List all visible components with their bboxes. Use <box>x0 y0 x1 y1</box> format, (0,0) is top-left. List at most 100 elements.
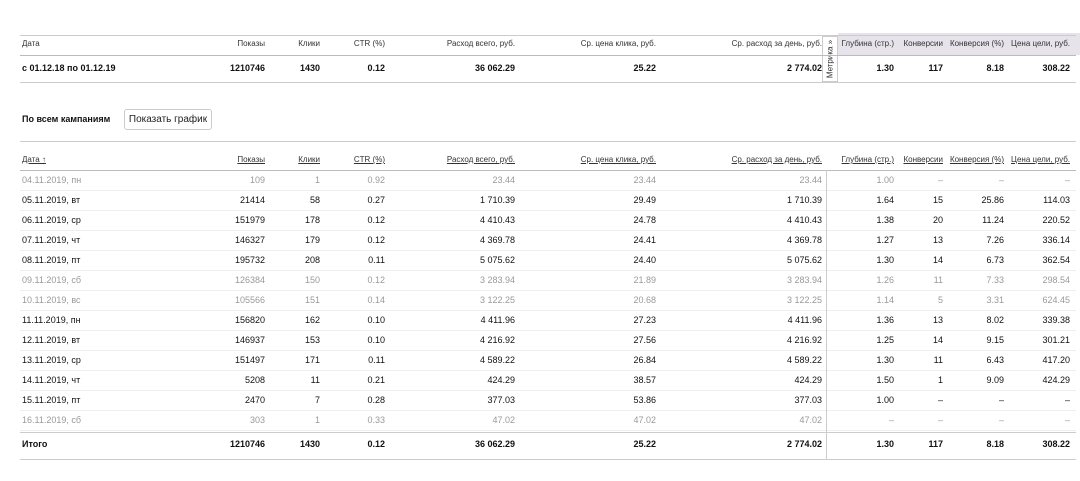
row-divider <box>20 230 1076 231</box>
table-cell: 1.64 <box>876 195 894 205</box>
table-cell: 424.29 <box>794 375 822 385</box>
table-cell: 1 <box>937 375 943 385</box>
table-cell: 47.02 <box>633 415 656 425</box>
table-cell: 09.11.2019, сб <box>22 275 82 285</box>
table-cell: 126384 <box>234 275 265 285</box>
table-cell: 1.50 <box>876 375 894 385</box>
table-cell: – <box>1064 175 1070 185</box>
table-cell: 377.03 <box>487 395 515 405</box>
table-cell: 0.14 <box>367 295 385 305</box>
table-cell: 11 <box>310 375 320 385</box>
table-cell: 5208 <box>244 375 265 385</box>
table-cell: – <box>998 415 1004 425</box>
table-cell: 4 411.96 <box>787 315 822 325</box>
column-header[interactable]: Расход всего, руб. <box>446 155 515 164</box>
table-cell: 20 <box>932 215 943 225</box>
table-cell: 38.57 <box>633 375 656 385</box>
table-cell: 195732 <box>234 255 265 265</box>
table-cell: 26.84 <box>633 355 656 365</box>
summary-header: Цена цели, руб. <box>1011 39 1070 48</box>
table-cell: 15.11.2019, пт <box>22 395 81 405</box>
summary-header: Глубина (стр.) <box>841 39 894 48</box>
table-cell: 3.31 <box>986 295 1004 305</box>
row-divider <box>20 430 1076 431</box>
row-divider <box>20 190 1076 191</box>
table-cell: 21414 <box>239 195 265 205</box>
column-header[interactable]: Глубина (стр.) <box>841 155 894 164</box>
column-header[interactable]: Дата ↑ <box>22 155 46 164</box>
column-header[interactable]: Ср. расход за день, руб. <box>731 155 822 164</box>
table-cell: 9.09 <box>986 375 1004 385</box>
table-cell: 4 410.43 <box>479 215 515 225</box>
table-cell: 0.27 <box>367 195 385 205</box>
rule <box>20 170 1076 171</box>
column-header[interactable]: Ср. цена клика, руб. <box>580 155 656 164</box>
table-cell: 417.20 <box>1042 355 1070 365</box>
table-cell: – <box>888 415 894 425</box>
table-cell: 4 411.96 <box>480 315 515 325</box>
column-header[interactable]: Показы <box>237 155 265 164</box>
table-cell: 53.86 <box>633 395 656 405</box>
table-cell: 151979 <box>234 215 265 225</box>
table-cell: 424.29 <box>1042 375 1070 385</box>
table-cell: 6.43 <box>986 355 1004 365</box>
table-cell: 0.10 <box>367 335 385 345</box>
table-cell: 146937 <box>234 335 265 345</box>
table-cell: 1.38 <box>876 215 894 225</box>
rule <box>20 141 1076 142</box>
table-cell: 179 <box>304 235 320 245</box>
summary-header: Конверсия (%) <box>949 39 1004 48</box>
table-cell: – <box>1064 395 1070 405</box>
table-cell: – <box>937 175 943 185</box>
show-chart-button[interactable]: Показать график <box>124 109 212 130</box>
table-cell: 5 075.62 <box>479 255 515 265</box>
summary-cell: 8.18 <box>986 63 1004 73</box>
row-divider <box>20 210 1076 211</box>
rule <box>20 82 1076 83</box>
table-cell: 24.78 <box>633 215 656 225</box>
table-cell: 13 <box>932 315 943 325</box>
table-cell: – <box>937 415 943 425</box>
table-cell: 13 <box>932 235 943 245</box>
table-cell: 178 <box>304 215 320 225</box>
summary-header: Дата <box>22 39 40 48</box>
summary-cell: 1430 <box>299 63 320 73</box>
table-cell: 05.11.2019, вт <box>22 195 81 205</box>
summary-header: Показы <box>237 39 265 48</box>
metrika-tab[interactable]: Метрика » <box>822 36 838 82</box>
table-cell: 151497 <box>234 355 265 365</box>
table-cell: 4 216.92 <box>479 335 515 345</box>
column-header[interactable]: CTR (%) <box>353 155 385 164</box>
table-cell: 12.11.2019, вт <box>22 335 81 345</box>
column-header[interactable]: Конверсии <box>903 155 943 164</box>
total-cell: 0.12 <box>367 439 385 449</box>
table-cell: 14.11.2019, чт <box>22 375 81 385</box>
summary-cell: 0.12 <box>367 63 385 73</box>
table-cell: 336.14 <box>1042 235 1070 245</box>
table-cell: 15 <box>932 195 943 205</box>
table-cell: 47.02 <box>492 415 515 425</box>
column-header[interactable]: Клики <box>298 155 320 164</box>
table-cell: 0.11 <box>368 355 385 365</box>
column-header[interactable]: Конверсия (%) <box>949 155 1004 164</box>
table-cell: 0.10 <box>367 315 385 325</box>
table-cell: 21.89 <box>633 275 656 285</box>
total-cell: 2 774.02 <box>786 439 822 449</box>
table-cell: 13.11.2019, ср <box>22 355 81 365</box>
table-cell: 14 <box>932 335 943 345</box>
table-cell: 11.11.2019, пн <box>22 315 81 325</box>
table-cell: 0.12 <box>367 275 385 285</box>
column-header[interactable]: Цена цели, руб. <box>1011 155 1070 164</box>
metrika-label: Метрика » <box>825 39 835 79</box>
table-cell: 3 283.94 <box>479 275 515 285</box>
table-cell: 153 <box>304 335 320 345</box>
table-cell: 0.33 <box>367 415 385 425</box>
rule <box>20 432 1076 433</box>
row-divider <box>20 390 1076 391</box>
table-cell: 151 <box>304 295 320 305</box>
summary-cell: с 01.12.18 по 01.12.19 <box>22 63 116 73</box>
table-cell: 7.26 <box>986 235 1004 245</box>
total-cell: 117 <box>928 439 943 449</box>
table-cell: 1.25 <box>876 335 894 345</box>
table-cell: 4 589.22 <box>786 355 822 365</box>
